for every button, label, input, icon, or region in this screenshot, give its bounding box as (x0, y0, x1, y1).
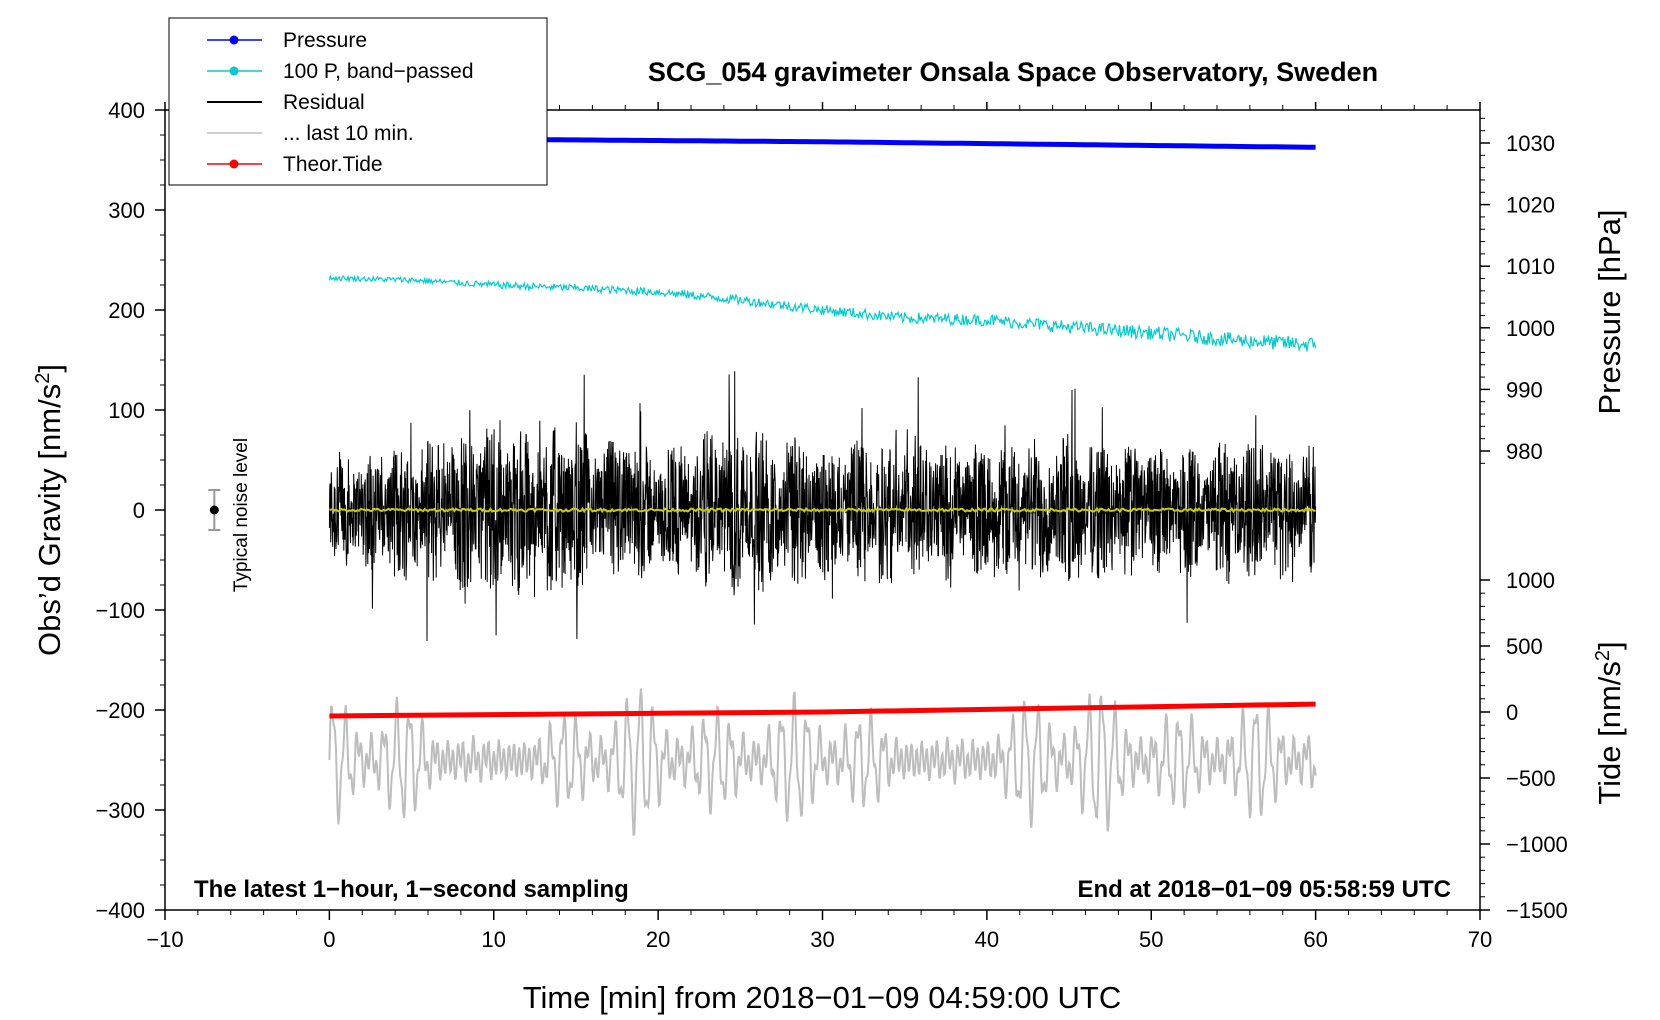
y-axis-ticks: 400 300 200 100 0 −100 −200 −300 −400 (95, 98, 165, 923)
legend-label: Theor.Tide (283, 153, 383, 176)
tide-tick-label: −500 (1506, 766, 1556, 791)
y-axis-title-tide: Tide [nm/s2] (1592, 641, 1627, 804)
tide-axis-ticks: 1000 500 0 −500 −1000 −1500 (1480, 568, 1568, 923)
pressure-tick-label: 1000 (1506, 316, 1555, 341)
tide-tick-label: 1000 (1506, 568, 1555, 593)
tide-tick-label: −1000 (1506, 832, 1568, 857)
theor-tide-series (329, 701, 1316, 719)
tide-tick-label: 0 (1506, 700, 1518, 725)
y-tick-label: −400 (95, 898, 145, 923)
legend-label: ... last 10 min. (283, 122, 414, 145)
y-tick-label: −100 (95, 598, 145, 623)
chart-title: SCG_054 gravimeter Onsala Space Observat… (648, 57, 1378, 87)
x-tick-label: 70 (1468, 927, 1492, 952)
legend-marker (229, 159, 239, 169)
pressure-tick-label: 1030 (1506, 131, 1555, 156)
tide-tick-label: 500 (1506, 634, 1543, 659)
x-tick-label: −10 (146, 927, 183, 952)
y-tick-label: 200 (108, 298, 145, 323)
tide-tick-label: −1500 (1506, 898, 1568, 923)
x-tick-label: 50 (1139, 927, 1163, 952)
pressure-axis-ticks: 1030 1020 1010 1000 990 980 (1480, 117, 1555, 464)
y-axis-title-pressure: Pressure [hPa] (1592, 209, 1627, 414)
x-tick-label: 40 (975, 927, 999, 952)
noise-level-marker (208, 489, 221, 531)
noise-level-label: Typical noise level (231, 438, 252, 592)
series-layer (328, 135, 1317, 836)
x-tick-label: 60 (1303, 927, 1327, 952)
last-10-min-series (328, 688, 1317, 836)
y-tick-label: 0 (133, 498, 145, 523)
residual-mean-series (329, 506, 1316, 514)
legend-label: 100 P, band−passed (283, 60, 474, 83)
y-tick-label: 300 (108, 198, 145, 223)
pressure-tick-label: 980 (1506, 439, 1543, 464)
legend: Pressure 100 P, band−passed Residual ... la… (168, 17, 548, 186)
note-left: The latest 1−hour, 1−second sampling (194, 876, 629, 903)
band-passed-pressure-series (328, 274, 1317, 353)
x-tick-label: 20 (646, 927, 670, 952)
legend-marker (229, 66, 239, 76)
residual-series (328, 371, 1317, 642)
x-tick-label: 30 (810, 927, 834, 952)
x-axis-title: Time [min] from 2018−01−09 04:59:00 UTC (523, 980, 1122, 1015)
pressure-tick-label: 1020 (1506, 193, 1555, 218)
note-right: End at 2018−01−09 05:58:59 UTC (1077, 876, 1451, 903)
pressure-tick-label: 990 (1506, 377, 1543, 402)
legend-label: Pressure (283, 29, 367, 52)
legend-label: Residual (283, 91, 365, 114)
x-tick-label: 10 (482, 927, 506, 952)
y-tick-label: 400 (108, 98, 145, 123)
y-tick-label: −300 (95, 798, 145, 823)
x-tick-label: 0 (323, 927, 335, 952)
noise-point (209, 505, 219, 515)
pressure-tick-label: 1010 (1506, 254, 1555, 279)
y-tick-label: −200 (95, 698, 145, 723)
legend-marker (229, 35, 239, 45)
y-tick-label: 100 (108, 398, 145, 423)
y-axis-title-left: Obs’d Gravity [nm/s2] (32, 364, 67, 656)
